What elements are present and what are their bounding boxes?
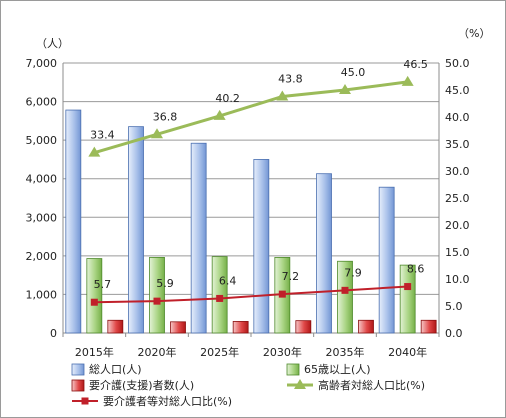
data-label: 45.0 — [341, 66, 366, 79]
right-tick-label: 20.0 — [445, 219, 470, 232]
x-tick-label: 2015年 — [75, 345, 114, 359]
right-tick-label: 15.0 — [445, 246, 470, 259]
bars — [65, 109, 437, 334]
bar — [295, 320, 312, 334]
right-axis-unit: （%） — [458, 27, 490, 40]
legend-swatch — [286, 363, 300, 376]
left-tick-label: 6,000 — [26, 96, 58, 109]
left-tick-label: 4,000 — [26, 173, 58, 186]
bar — [337, 260, 353, 334]
x-tick-label: 2025年 — [200, 345, 239, 359]
data-label: 7.2 — [282, 270, 300, 283]
legend: 総人口(人) 65歳以上(人) 要介護(支援)者数(人) 高齢者対総人口比(%) 要介護… — [71, 362, 425, 408]
bar — [211, 256, 228, 334]
right-tick-label: 45.0 — [445, 84, 470, 97]
line-marker — [401, 75, 414, 86]
legend-label: 要介護(支援)者数(人) — [89, 378, 194, 392]
x-tick-label: 2020年 — [138, 345, 177, 359]
right-tick-label: 35.0 — [445, 138, 470, 151]
right-tick-label: 30.0 — [445, 165, 470, 178]
data-label: 40.2 — [215, 92, 240, 105]
legend-label: 要介護者等対総人口比(%) — [103, 394, 232, 408]
right-tick-label: 10.0 — [445, 273, 470, 286]
legend-marker — [81, 397, 89, 405]
legend-swatch — [71, 363, 85, 376]
left-tick-label: 0 — [50, 327, 57, 340]
line-marker — [216, 294, 224, 302]
legend-label: 総人口(人) — [89, 362, 142, 376]
data-label: 33.4 — [90, 129, 115, 142]
bar — [170, 321, 186, 334]
legend-label: 65歳以上(人) — [304, 363, 371, 376]
data-label: 5.7 — [94, 278, 112, 291]
legend-marker — [294, 379, 306, 389]
bar — [378, 186, 395, 334]
bar — [65, 109, 82, 334]
axes: 0 1,000 2,000 3,000 4,000 5,000 6,000 7,000 0.0 5… — [26, 27, 491, 359]
left-tick-label: 5,000 — [26, 134, 58, 147]
bar — [316, 173, 332, 334]
bar — [358, 319, 374, 334]
line-marker — [90, 298, 98, 306]
series-line — [93, 80, 408, 155]
left-tick-label: 1,000 — [26, 288, 58, 301]
x-tick-label: 2030年 — [263, 345, 302, 359]
line-marker — [276, 90, 289, 101]
series-line — [94, 285, 408, 304]
line-marker — [339, 84, 351, 94]
bar — [399, 264, 416, 334]
bar — [253, 159, 270, 334]
data-label: 43.8 — [278, 72, 303, 85]
line-marker — [341, 286, 349, 294]
data-label: 8.6 — [407, 263, 425, 276]
lines — [88, 75, 414, 306]
data-label: 46.5 — [403, 58, 428, 71]
line-marker — [151, 128, 163, 139]
right-tick-label: 25.0 — [445, 192, 470, 205]
line-marker — [88, 146, 101, 157]
bar — [232, 321, 249, 334]
bar — [86, 258, 103, 334]
bar — [128, 126, 144, 334]
right-tick-label: 5.0 — [445, 300, 463, 313]
left-tick-label: 3,000 — [26, 211, 58, 224]
data-label: 6.4 — [219, 274, 237, 287]
line-marker — [278, 290, 286, 298]
left-tick-label: 7,000 — [26, 57, 58, 70]
right-tick-label: 50.0 — [445, 57, 470, 70]
data-label: 36.8 — [153, 110, 178, 123]
bar — [190, 142, 207, 334]
x-tick-label: 2035年 — [326, 345, 365, 359]
gridlines — [63, 62, 439, 295]
left-axis-unit: （人） — [36, 37, 69, 50]
line-marker — [404, 283, 412, 291]
data-label: 7.9 — [344, 266, 362, 279]
left-tick-label: 2,000 — [26, 250, 58, 263]
right-tick-label: 0.0 — [445, 327, 463, 340]
x-tick-label: 2040年 — [388, 345, 427, 359]
legend-label: 高齢者対総人口比(%) — [318, 378, 425, 392]
bar — [107, 319, 124, 334]
legend-swatch — [71, 379, 85, 392]
data-labels: 33.4 36.8 40.2 43.8 45.0 46.5 5.7 5.9 6.4 7.2 7.9 8… — [90, 58, 428, 291]
right-tick-label: 40.0 — [445, 111, 470, 124]
data-label: 5.9 — [156, 277, 174, 290]
line-marker — [153, 297, 161, 305]
bar — [149, 256, 165, 334]
bar — [420, 319, 437, 334]
line-marker — [213, 109, 226, 120]
